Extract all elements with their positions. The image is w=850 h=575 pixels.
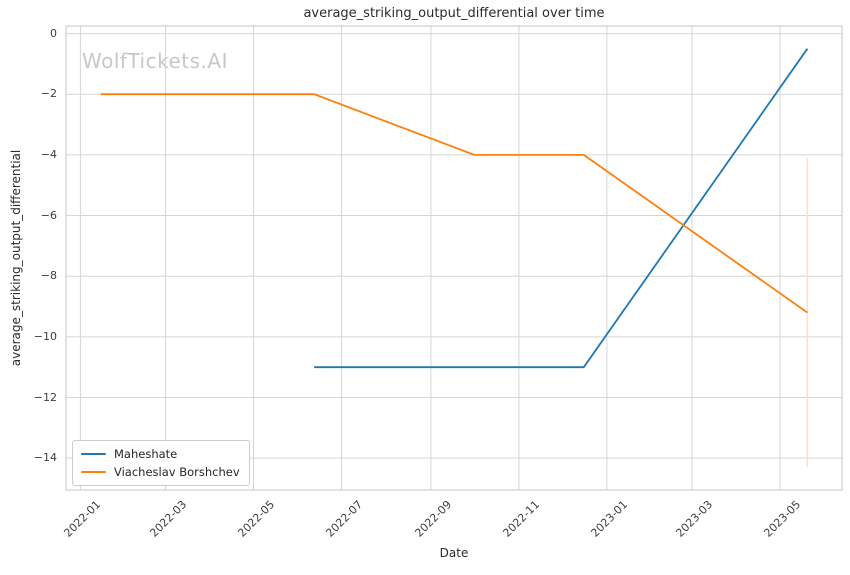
series-line-maheshate: [314, 48, 809, 369]
y-tick-label: 0: [50, 26, 57, 40]
legend: Maheshate Viacheslav Borshchev: [72, 440, 250, 486]
chart-title: average_striking_output_differential ove…: [303, 6, 605, 21]
y-tick-label: −14: [33, 451, 57, 465]
x-axis-label: Date: [439, 546, 469, 560]
legend-item: Viacheslav Borshchev: [81, 463, 240, 481]
y-tick-label: −6: [40, 208, 57, 222]
y-tick-label: −12: [33, 390, 57, 404]
legend-label: Maheshate: [114, 447, 178, 461]
watermark: WolfTickets.AI: [82, 49, 228, 73]
legend-line-swatch: [81, 471, 106, 473]
y-tick-label: −4: [40, 147, 57, 161]
y-tick-label: −2: [40, 87, 57, 101]
legend-line-swatch: [81, 453, 106, 455]
series-line-viacheslav-borshchev: [100, 93, 808, 314]
y-tick-label: −10: [33, 329, 57, 343]
legend-item: Maheshate: [81, 445, 240, 463]
y-tick-label: −8: [40, 269, 57, 283]
legend-label: Viacheslav Borshchev: [114, 465, 240, 479]
plot-border: [65, 25, 843, 491]
